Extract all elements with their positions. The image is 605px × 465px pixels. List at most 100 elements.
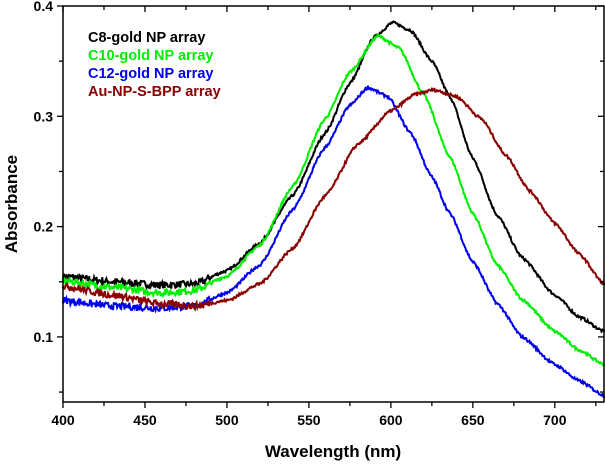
data-point	[453, 164, 455, 167]
data-point	[175, 301, 178, 303]
data-point	[300, 181, 303, 184]
data-point	[199, 280, 202, 283]
data-point	[330, 123, 332, 126]
data-point	[239, 293, 242, 296]
data-point	[150, 282, 153, 284]
data-point	[101, 277, 104, 280]
data-point	[371, 88, 374, 91]
data-point	[339, 170, 342, 173]
data-point	[489, 202, 492, 205]
data-point	[253, 267, 256, 270]
data-point	[467, 253, 470, 256]
data-point	[551, 219, 554, 222]
data-point	[467, 106, 470, 109]
data-point	[69, 280, 72, 283]
data-point	[275, 212, 278, 215]
data-point	[514, 246, 517, 249]
data-point	[482, 233, 485, 236]
data-point	[472, 260, 475, 263]
data-point	[130, 284, 133, 287]
data-point	[214, 302, 217, 305]
data-point	[386, 96, 389, 99]
data-point	[94, 278, 96, 281]
data-point	[416, 94, 419, 97]
data-point	[561, 229, 564, 232]
data-point	[69, 275, 72, 278]
data-point	[138, 282, 141, 284]
data-point	[66, 280, 69, 283]
data-point	[406, 98, 409, 101]
data-point	[499, 217, 502, 220]
data-point	[322, 133, 325, 136]
data-point	[167, 285, 170, 288]
data-point	[295, 180, 298, 183]
data-point	[504, 154, 507, 157]
data-point	[428, 171, 431, 174]
data-point	[396, 109, 399, 112]
data-point	[593, 389, 596, 392]
data-point	[106, 280, 109, 283]
y-tick-label: 0.2	[34, 219, 54, 235]
data-point	[512, 324, 514, 327]
data-point	[145, 303, 148, 306]
data-point	[335, 128, 337, 131]
data-point	[504, 311, 507, 314]
data-point	[548, 361, 551, 364]
data-point	[342, 92, 345, 95]
data-point	[165, 309, 168, 311]
data-point	[150, 302, 153, 305]
data-point	[123, 283, 126, 286]
data-point	[298, 186, 301, 188]
data-point	[74, 287, 77, 290]
data-point	[588, 354, 591, 356]
data-point	[121, 278, 123, 281]
data-point	[310, 146, 313, 149]
data-point	[263, 277, 266, 280]
data-point	[357, 62, 360, 65]
data-point	[128, 279, 131, 282]
data-point	[425, 168, 428, 170]
data-point	[595, 360, 598, 363]
data-point	[369, 43, 372, 46]
data-point	[480, 273, 482, 276]
data-point	[76, 275, 79, 278]
data-point	[416, 82, 419, 85]
data-point	[553, 294, 556, 297]
data-point	[460, 98, 463, 101]
data-point	[430, 174, 433, 177]
data-point	[433, 87, 436, 90]
data-point	[396, 22, 399, 25]
data-point	[111, 286, 114, 289]
data-point	[221, 292, 224, 295]
data-point	[157, 284, 160, 287]
data-point	[332, 116, 335, 119]
data-point	[121, 284, 123, 287]
data-point	[239, 264, 242, 267]
data-point	[305, 158, 308, 161]
data-point	[394, 44, 396, 47]
data-point	[226, 275, 229, 278]
data-point	[347, 73, 350, 76]
data-point	[268, 249, 271, 252]
data-point	[212, 279, 214, 282]
data-point	[401, 25, 404, 28]
data-point	[406, 129, 409, 132]
data-point	[443, 92, 446, 95]
data-point	[300, 236, 303, 238]
data-point	[578, 315, 581, 318]
data-point	[433, 63, 436, 65]
data-point	[258, 282, 261, 284]
data-point	[118, 281, 121, 283]
data-point	[189, 280, 192, 283]
data-point	[138, 300, 141, 303]
data-point	[204, 303, 207, 306]
data-point	[332, 183, 335, 186]
data-point	[155, 306, 158, 309]
data-point	[455, 223, 458, 226]
data-point	[71, 283, 74, 286]
data-point	[293, 182, 296, 185]
data-point	[418, 43, 421, 46]
data-point	[116, 306, 119, 309]
data-point	[189, 307, 192, 310]
data-point	[374, 125, 377, 128]
